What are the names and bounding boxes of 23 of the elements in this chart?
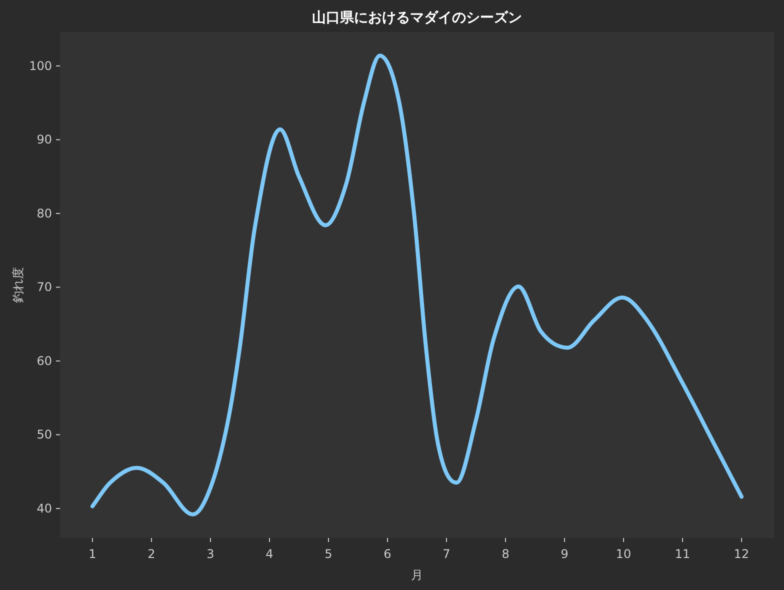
y-tick-label: 70 (36, 280, 52, 294)
x-tick-label: 1 (88, 547, 96, 561)
y-tick-label: 80 (36, 206, 52, 220)
y-tick-label: 90 (36, 132, 52, 147)
line-series (90, 54, 744, 516)
x-tick-label: 8 (502, 547, 510, 561)
y-tick-label: 100 (29, 58, 52, 73)
x-tick-label: 11 (674, 547, 690, 561)
y-tick-label: 40 (36, 501, 52, 516)
x-tick-label: 3 (206, 547, 214, 561)
y-axis-title: 釣れ度 (11, 267, 25, 303)
x-tick-label: 12 (734, 547, 750, 561)
x-tick-label: 9 (560, 547, 568, 561)
x-tick-label: 7 (442, 547, 450, 561)
x-tick-label: 10 (616, 547, 632, 561)
x-tick-label: 5 (324, 547, 332, 561)
y-tick-label: 50 (36, 428, 52, 442)
x-tick-label: 6 (384, 547, 392, 561)
y-tick-label: 60 (36, 354, 52, 368)
x-tick-label: 2 (148, 547, 156, 561)
chart-title: 山口県におけるマダイのシーズン (312, 10, 522, 26)
x-axis-title: 月 (411, 568, 423, 582)
x-tick-label: 4 (266, 547, 274, 561)
